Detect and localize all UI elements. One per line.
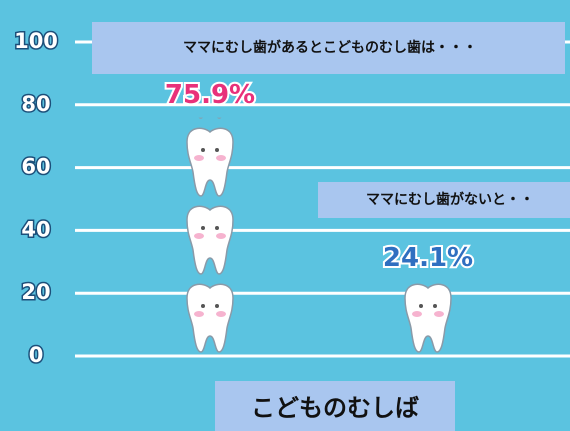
y-tick-label: 20	[21, 280, 50, 304]
value-label: 75.9%	[165, 80, 255, 110]
chart-title: こどものむしば	[251, 394, 419, 422]
y-tick-label: 100	[14, 29, 58, 53]
y-tick-label: 0	[29, 343, 44, 367]
category-label: ママにむし歯がないと・・	[366, 191, 534, 208]
tooth-bar	[175, 118, 245, 356]
y-tick-label: 80	[21, 92, 50, 116]
category-label: ママにむし歯があるとこどものむし歯は・・・	[183, 39, 477, 56]
y-tick-label: 60	[21, 155, 50, 179]
tooth-bar	[393, 280, 463, 356]
y-tick-label: 40	[21, 217, 50, 241]
value-label: 24.1%	[383, 243, 473, 273]
chart: こどものむしば 0 20 40 60 80 100 ママにむし歯があるとこどものむし歯は・・…	[0, 0, 570, 431]
